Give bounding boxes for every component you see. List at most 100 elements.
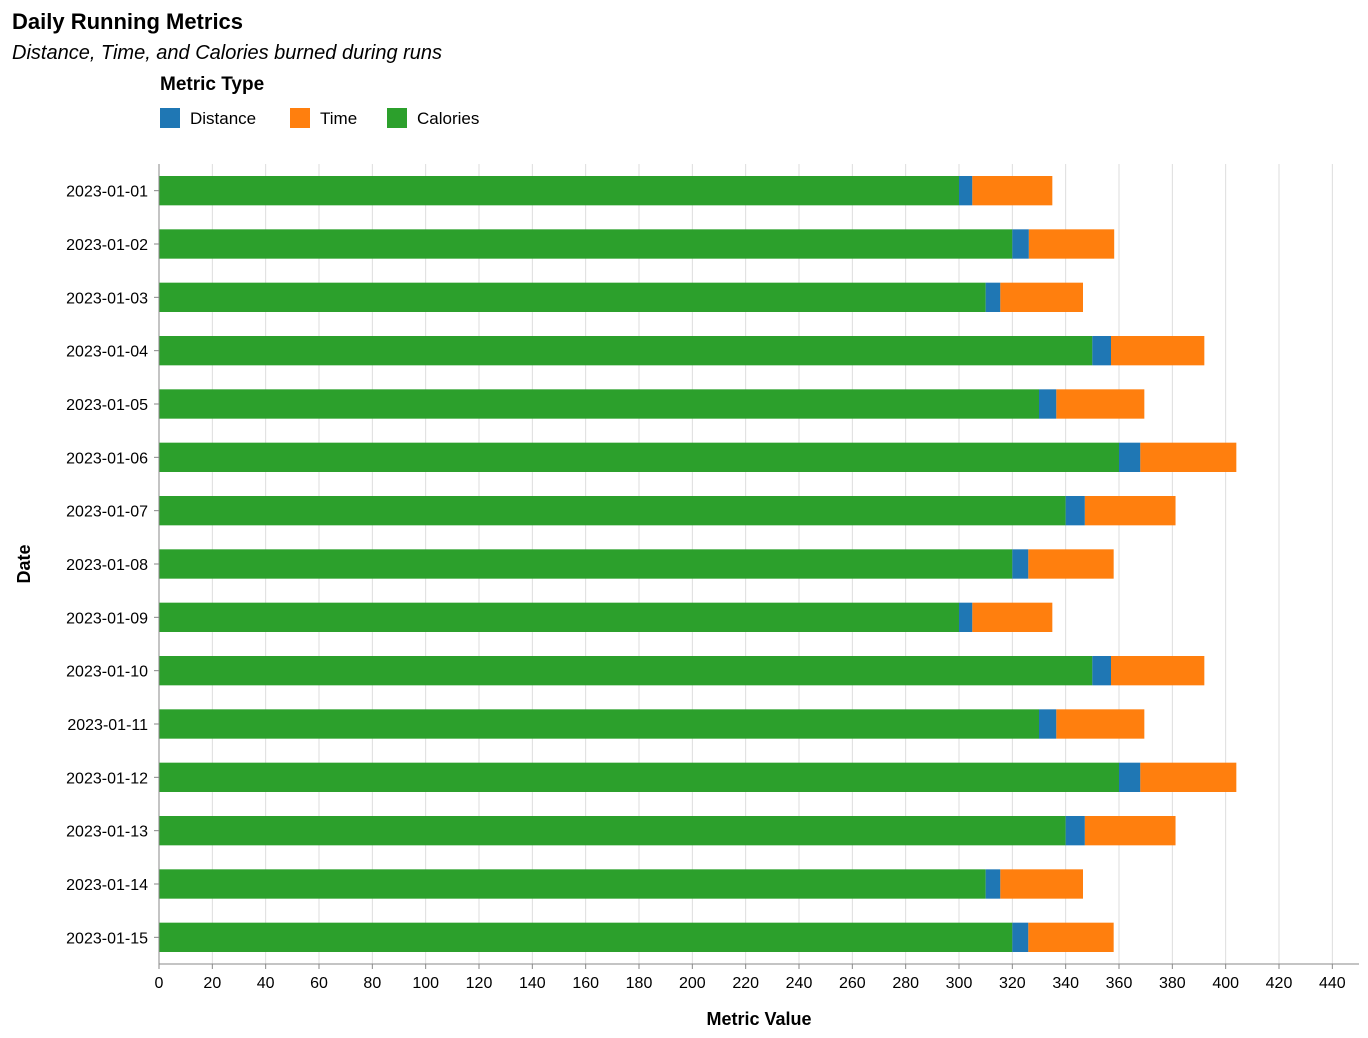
- legend-items: Distance Time Calories: [160, 108, 479, 128]
- x-tick-label: 300: [946, 975, 973, 992]
- bar-time: [1000, 282, 1083, 312]
- chart-subtitle: Distance, Time, and Calories burned duri…: [12, 42, 442, 64]
- legend-title: Metric Type: [160, 74, 264, 95]
- bar-distance: [1119, 442, 1141, 472]
- x-tick-label: 140: [519, 975, 546, 992]
- bar-distance: [1092, 336, 1111, 366]
- x-tick-label: 260: [839, 975, 866, 992]
- bar-time: [1028, 229, 1115, 259]
- legend-label-distance: Distance: [190, 109, 256, 128]
- bar-calories: [159, 549, 1013, 579]
- bar-calories: [159, 176, 959, 206]
- bar-time: [972, 602, 1053, 632]
- bar-time: [1028, 922, 1114, 952]
- x-tick-label: 60: [310, 975, 328, 992]
- y-tick-label: 2023-01-14: [66, 877, 148, 894]
- x-tick-label: 120: [466, 975, 493, 992]
- x-tick-label: 400: [1212, 975, 1239, 992]
- bar-calories: [159, 389, 1039, 419]
- legend-label-calories: Calories: [417, 109, 479, 128]
- bar-distance: [1065, 496, 1085, 526]
- x-tick-label: 360: [1106, 975, 1133, 992]
- y-tick-label: 2023-01-11: [67, 717, 148, 734]
- bar-time: [1000, 869, 1083, 899]
- y-tick-label: 2023-01-02: [66, 237, 148, 254]
- y-tick-label: 2023-01-12: [66, 770, 148, 787]
- y-tick-label: 2023-01-15: [66, 930, 148, 947]
- x-tick-label: 340: [1052, 975, 1079, 992]
- bar-distance: [1092, 656, 1111, 686]
- bar-distance: [1012, 229, 1029, 259]
- x-tick-label: 180: [626, 975, 653, 992]
- bar-time: [1111, 656, 1205, 686]
- bar-time: [1140, 442, 1237, 472]
- y-tick-label: 2023-01-07: [66, 504, 148, 521]
- x-axis-title: Metric Value: [706, 1009, 811, 1029]
- bar-calories: [159, 816, 1066, 846]
- bar-distance: [1012, 922, 1029, 952]
- legend-swatch-distance: [160, 108, 180, 128]
- bar-distance: [1012, 549, 1029, 579]
- bar-calories: [159, 869, 986, 899]
- y-tick-label: 2023-01-09: [66, 610, 148, 627]
- bar-calories: [159, 282, 986, 312]
- y-axis-title: Date: [14, 544, 34, 583]
- y-tick-label: 2023-01-04: [66, 344, 148, 361]
- x-axis: 0 20 40 60 80 100 120 140 160 180 200 220 240 260 280 3…: [155, 963, 1359, 992]
- legend-swatch-calories: [387, 108, 407, 128]
- bar-calories: [159, 762, 1119, 792]
- bar-time: [1084, 496, 1176, 526]
- bar-distance: [959, 176, 973, 206]
- y-tick-label: 2023-01-10: [66, 664, 148, 681]
- x-tick-label: 320: [999, 975, 1026, 992]
- chart-title: Daily Running Metrics: [12, 9, 243, 34]
- bar-calories: [159, 922, 1013, 952]
- bar-distance: [1065, 816, 1085, 846]
- bar-distance: [1119, 762, 1141, 792]
- legend-label-time: Time: [320, 109, 357, 128]
- bar-time: [1111, 336, 1205, 366]
- bar-distance: [959, 602, 973, 632]
- x-tick-label: 380: [1159, 975, 1186, 992]
- bar-calories: [159, 656, 1093, 686]
- y-tick-label: 2023-01-03: [66, 290, 148, 307]
- bar-calories: [159, 442, 1119, 472]
- bar-distance: [1039, 709, 1057, 739]
- bar-calories: [159, 229, 1013, 259]
- y-tick-label: 2023-01-08: [66, 557, 148, 574]
- x-tick-label: 20: [203, 975, 221, 992]
- x-tick-label: 420: [1266, 975, 1293, 992]
- bar-distance: [985, 282, 1001, 312]
- bar-calories: [159, 336, 1093, 366]
- y-axis: 2023-01-01 2023-01-02 2023-01-03 2023-01-04…: [66, 164, 160, 964]
- bar-time: [1028, 549, 1114, 579]
- x-tick-label: 280: [892, 975, 919, 992]
- y-tick-label: 2023-01-06: [66, 450, 148, 467]
- y-tick-label: 2023-01-05: [66, 397, 148, 414]
- x-tick-label: 0: [155, 975, 164, 992]
- y-tick-label: 2023-01-13: [66, 824, 148, 841]
- bar-distance: [985, 869, 1001, 899]
- bar-calories: [159, 709, 1039, 739]
- bars: [159, 176, 1237, 952]
- x-tick-label: 220: [732, 975, 759, 992]
- bar-time: [1056, 709, 1145, 739]
- bar-distance: [1039, 389, 1057, 419]
- legend-swatch-time: [290, 108, 310, 128]
- x-tick-label: 200: [679, 975, 706, 992]
- bar-calories: [159, 602, 959, 632]
- bar-time: [1084, 816, 1176, 846]
- legend: Metric Type Distance Time Calories: [160, 74, 479, 128]
- bar-time: [1140, 762, 1237, 792]
- bar-time: [1056, 389, 1145, 419]
- x-tick-label: 100: [412, 975, 439, 992]
- x-tick-label: 80: [363, 975, 381, 992]
- y-tick-label: 2023-01-01: [66, 184, 148, 201]
- x-tick-label: 240: [786, 975, 813, 992]
- bar-time: [972, 176, 1053, 206]
- x-tick-label: 440: [1319, 975, 1346, 992]
- x-tick-label: 160: [572, 975, 599, 992]
- x-tick-label: 40: [257, 975, 275, 992]
- bar-calories: [159, 496, 1066, 526]
